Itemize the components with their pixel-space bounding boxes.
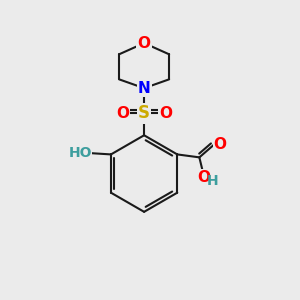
Text: O: O [116,106,129,121]
Text: H: H [207,174,218,188]
Text: O: O [159,106,172,121]
Text: S: S [138,104,150,122]
Text: O: O [214,136,226,152]
Text: HO: HO [68,146,92,160]
Text: O: O [197,169,210,184]
Text: N: N [138,81,151,96]
Text: O: O [138,36,151,51]
